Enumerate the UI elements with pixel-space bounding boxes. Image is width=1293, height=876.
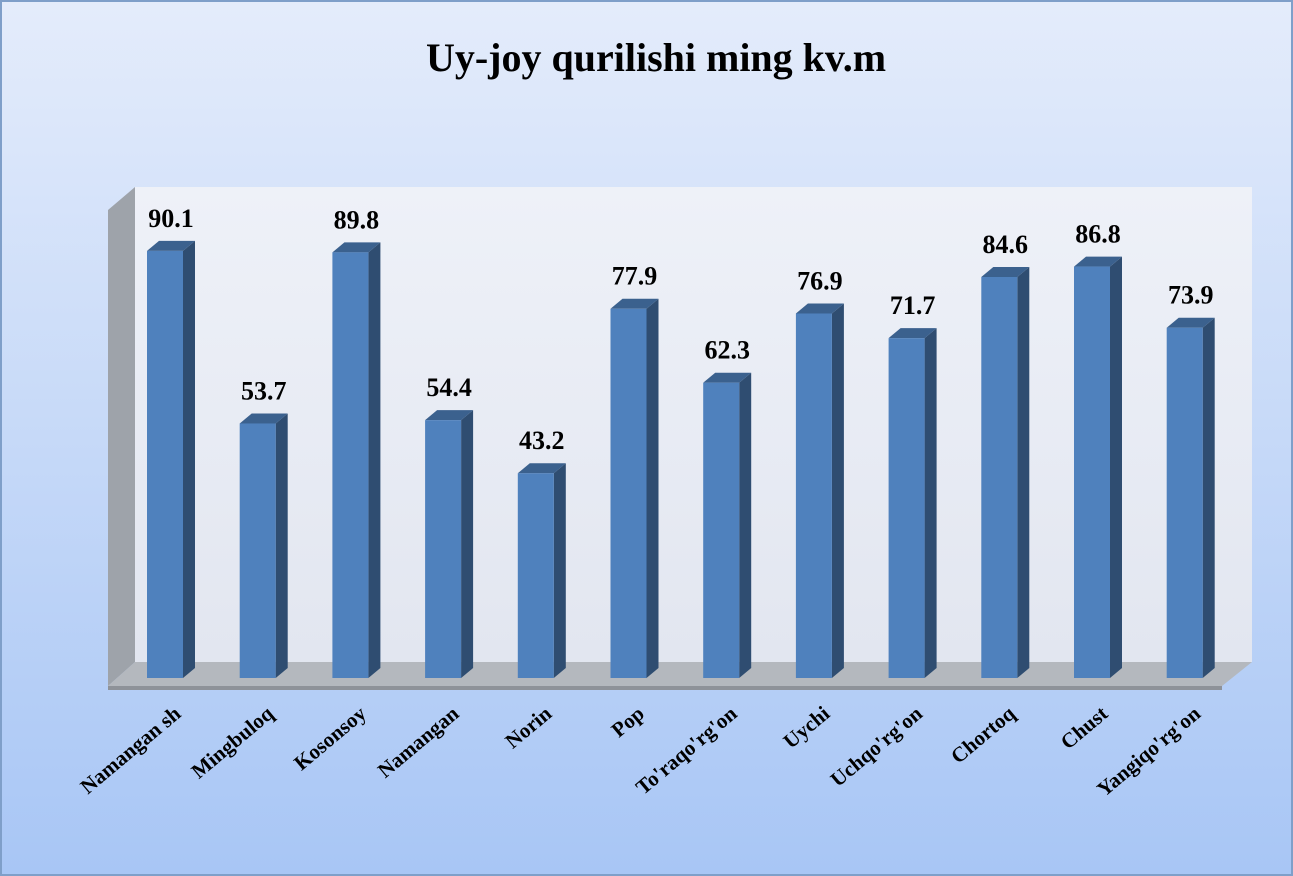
data-label: 86.8 — [1075, 220, 1121, 249]
data-label: 76.9 — [797, 266, 843, 295]
back-wall — [135, 187, 1252, 662]
bar-front — [1074, 266, 1110, 678]
bar-side — [1202, 317, 1215, 678]
bar-top — [1074, 256, 1122, 267]
bar-top — [888, 328, 937, 339]
bar-top — [1166, 317, 1215, 328]
bar-top — [795, 303, 844, 314]
bar-side — [1110, 256, 1122, 678]
bar-top — [517, 463, 566, 474]
data-label: 54.4 — [426, 373, 472, 402]
bar-side — [183, 240, 195, 678]
bar-side — [1017, 266, 1030, 678]
bar-front — [888, 338, 925, 678]
bar-top — [239, 413, 288, 424]
bar — [332, 242, 381, 678]
bar-front — [981, 276, 1018, 678]
bar-top — [981, 266, 1030, 277]
data-label: 53.7 — [241, 376, 287, 405]
bar — [239, 413, 288, 678]
bar-front — [703, 382, 740, 678]
bar — [703, 372, 752, 678]
data-label: 90.1 — [148, 204, 194, 233]
chart-title: Uy-joy qurilishi ming kv.m — [426, 35, 886, 80]
bar — [147, 240, 195, 678]
bar-side — [275, 413, 288, 678]
bar — [888, 328, 937, 678]
bar-top — [610, 298, 659, 309]
data-label: 71.7 — [890, 291, 936, 320]
bar-front — [610, 308, 647, 678]
bar-top — [703, 372, 752, 383]
bar — [517, 463, 566, 678]
bar — [795, 303, 844, 678]
bar-side — [368, 242, 381, 678]
bar-front — [425, 420, 462, 678]
bar-top — [425, 410, 474, 421]
bar-front — [147, 250, 183, 678]
bar-front — [332, 252, 369, 678]
bar-side — [739, 372, 752, 678]
bar — [981, 266, 1030, 678]
data-label: 89.8 — [334, 205, 380, 234]
bar-front — [239, 423, 276, 678]
data-label: 43.2 — [519, 426, 565, 455]
bar-side — [646, 298, 659, 678]
bar — [1074, 256, 1122, 678]
floor-edge — [108, 686, 1222, 690]
bar — [1166, 317, 1215, 678]
data-label: 84.6 — [983, 230, 1029, 259]
data-label: 77.9 — [612, 262, 658, 291]
floor — [108, 662, 1252, 686]
bar — [610, 298, 659, 678]
data-label: 62.3 — [704, 336, 750, 365]
bar-top — [332, 242, 381, 253]
bar-side — [461, 410, 474, 678]
bar-side — [831, 303, 844, 678]
bar-front — [795, 313, 832, 678]
bar-front — [1166, 327, 1203, 678]
bar-front — [517, 473, 554, 678]
data-label: 73.9 — [1168, 281, 1214, 310]
bar-side — [553, 463, 566, 678]
bar-top — [147, 240, 195, 251]
bar-side — [924, 328, 937, 678]
bar — [425, 410, 474, 678]
side-wall — [108, 187, 135, 686]
